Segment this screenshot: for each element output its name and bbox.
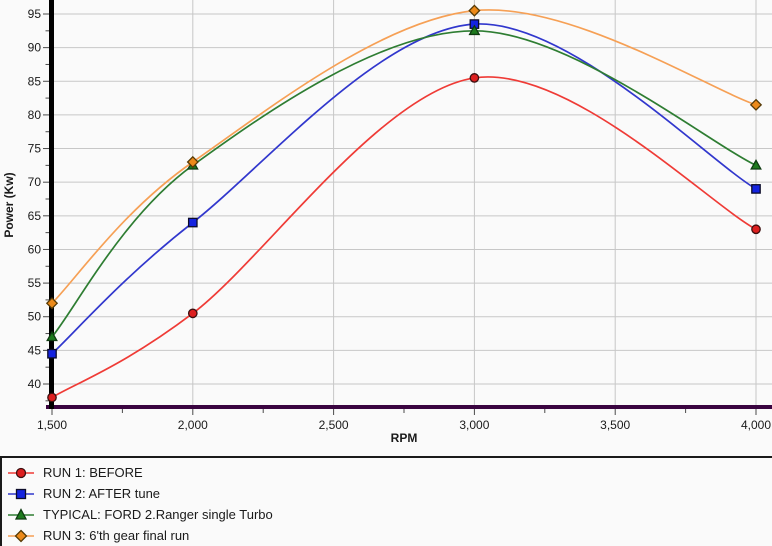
svg-text:45: 45	[28, 343, 42, 357]
svg-text:55: 55	[28, 276, 42, 290]
svg-text:4,000: 4,000	[741, 418, 771, 432]
chart-legend: RUN 1: BEFORE RUN 2: AFTER tune TYPICAL:…	[0, 458, 772, 546]
diamond-marker-icon	[8, 529, 34, 542]
legend-item-typical: TYPICAL: FORD 2.Ranger single Turbo	[6, 504, 772, 525]
svg-text:Power (Kw): Power (Kw)	[2, 172, 16, 237]
svg-text:80: 80	[28, 108, 42, 122]
svg-text:75: 75	[28, 142, 42, 156]
circle-marker-icon	[8, 467, 34, 478]
legend-label-run1: RUN 1: BEFORE	[43, 465, 143, 480]
svg-text:60: 60	[28, 242, 42, 256]
legend-label-run2: RUN 2: AFTER tune	[43, 486, 161, 501]
svg-text:1,500: 1,500	[37, 418, 67, 432]
svg-text:3,500: 3,500	[600, 418, 630, 432]
legend-item-run2: RUN 2: AFTER tune	[6, 483, 772, 504]
svg-text:50: 50	[28, 310, 42, 324]
legend-item-run1: RUN 1: BEFORE	[6, 462, 772, 483]
svg-text:85: 85	[28, 74, 42, 88]
svg-text:90: 90	[28, 41, 42, 55]
svg-text:40: 40	[28, 377, 42, 391]
legend-label-typical: TYPICAL: FORD 2.Ranger single Turbo	[43, 507, 273, 522]
power-chart: 40 45 50 55 60 65 70 75 80 85 90 95 1,500 2,000 2,500 3…	[2, 0, 772, 445]
svg-text:2,000: 2,000	[178, 418, 208, 432]
chart-area: 40 45 50 55 60 65 70 75 80 85 90 95 1,500 2,000 2,500 3…	[0, 0, 772, 458]
legend-item-run3: RUN 3: 6'th gear final run	[6, 525, 772, 546]
svg-text:65: 65	[28, 209, 42, 223]
svg-text:RPM: RPM	[391, 431, 418, 445]
svg-text:3,000: 3,000	[459, 418, 489, 432]
square-marker-icon	[8, 488, 34, 499]
legend-label-run3: RUN 3: 6'th gear final run	[43, 528, 190, 543]
triangle-marker-icon	[8, 507, 34, 520]
svg-text:2,500: 2,500	[319, 418, 349, 432]
svg-text:70: 70	[28, 175, 42, 189]
svg-text:95: 95	[28, 7, 42, 21]
